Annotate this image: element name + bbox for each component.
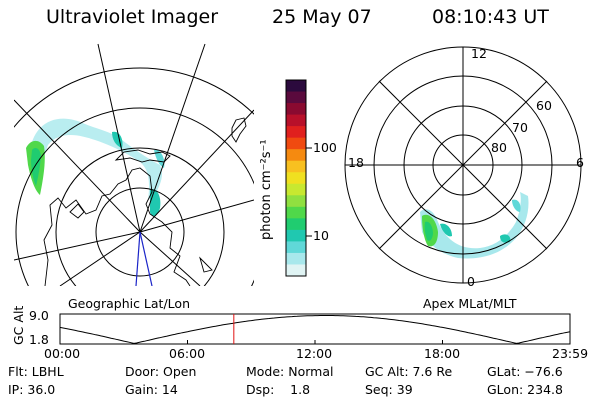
colorbar-stripe	[286, 137, 306, 150]
left-panel-label: Geographic Lat/Lon	[68, 296, 190, 311]
info-glat: GLat: −76.6	[487, 364, 563, 379]
aurora-right	[420, 192, 529, 259]
colorbar-stripe	[286, 91, 306, 104]
mlt-label-0: 0	[467, 274, 475, 289]
colorbar-stripe	[286, 183, 306, 196]
info-gc-alt: GC Alt: 7.6 Re	[365, 364, 453, 379]
timeline-ymin: 1.8	[29, 332, 49, 347]
mlat-label-80: 80	[491, 140, 507, 155]
colorbar	[285, 79, 312, 277]
magnetic-polar-plot	[344, 46, 582, 284]
colorbar-stripe	[286, 229, 306, 242]
colorbar-stripe	[286, 264, 306, 277]
lat-circles	[14, 67, 254, 286]
colorbar-stripe	[286, 195, 306, 208]
aurora-left	[26, 118, 165, 217]
info-seq: Seq: 39	[365, 382, 413, 397]
geographic-map	[14, 43, 254, 286]
colorbar-stripe	[286, 160, 306, 173]
colorbar-label: photon cm⁻²s⁻¹	[259, 139, 274, 240]
info-glon: GLon: 234.8	[487, 382, 563, 397]
timeline-xtick-0: 00:00	[44, 346, 81, 361]
colorbar-tick-label-10: 10	[313, 228, 329, 243]
title: Ultraviolet Imager	[46, 6, 219, 28]
timeline-ticks	[59, 340, 571, 344]
info-flt: Flt: LBHL	[8, 364, 64, 379]
colorbar-stripes	[286, 80, 306, 277]
colorbar-tick-label-100: 100	[313, 140, 337, 155]
mlat-label-60: 60	[536, 98, 552, 113]
timeline-xtick-4: 23:59	[552, 346, 589, 361]
colorbar-stripe	[286, 206, 306, 219]
info-dsp: Dsp: 1.8	[246, 382, 311, 397]
altitude-curve	[59, 315, 571, 344]
colorbar-stripe	[286, 103, 306, 116]
colorbar-stripe	[286, 126, 306, 139]
subsat-line-2	[139, 231, 153, 286]
colorbar-frame	[285, 79, 307, 277]
timeline-xtick-2: 12:00	[296, 346, 333, 361]
mlt-label-6: 6	[576, 155, 584, 170]
time: 08:10:43 UT	[432, 6, 549, 28]
timeline-xtick-3: 18:00	[424, 346, 461, 361]
subsat-line-1	[135, 231, 141, 286]
mlt-label-18: 18	[348, 155, 364, 170]
timeline-ymax: 9.0	[29, 308, 49, 323]
colorbar-stripe	[286, 114, 306, 127]
mlt-label-12: 12	[471, 46, 487, 61]
info-gain: Gain: 14	[125, 382, 178, 397]
mlat-label-70: 70	[512, 120, 528, 135]
colorbar-stripe	[286, 149, 306, 162]
right-panel-label: Apex MLat/MLT	[423, 296, 517, 311]
info-ip: IP: 36.0	[8, 382, 56, 397]
timeline-ylabel: GC Alt	[11, 305, 26, 345]
colorbar-stripe	[286, 241, 306, 254]
timeline-xtick-1: 06:00	[169, 346, 206, 361]
coastlines	[43, 117, 247, 286]
timeline-plot	[59, 313, 571, 345]
timeline-frame	[59, 313, 571, 345]
colorbar-stripe	[286, 80, 306, 93]
mlt-lines	[345, 47, 581, 283]
date: 25 May 07	[272, 6, 372, 28]
meridians	[14, 43, 254, 286]
colorbar-stripe	[286, 172, 306, 185]
colorbar-stripe	[286, 252, 306, 265]
info-mode: Mode: Normal	[246, 364, 334, 379]
info-door: Door: Open	[125, 364, 197, 379]
colorbar-stripe	[286, 218, 306, 231]
